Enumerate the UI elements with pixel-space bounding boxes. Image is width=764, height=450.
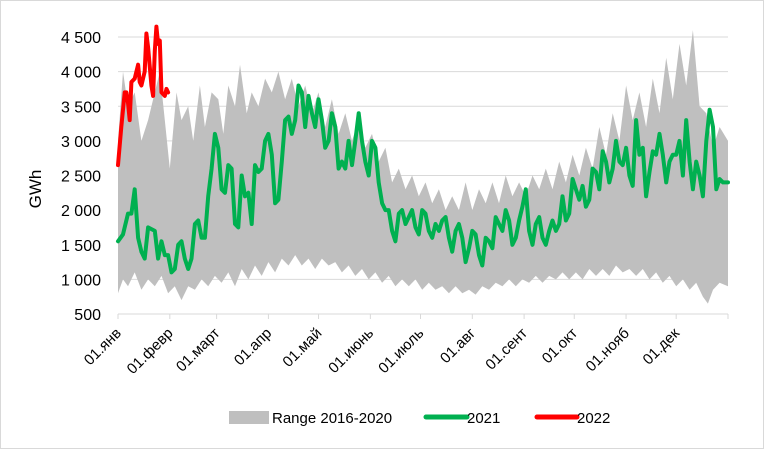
y-tick-label: 4 000 — [61, 65, 101, 82]
x-tick-label: 01.сент — [482, 325, 531, 374]
legend-label-2021: 2021 — [467, 410, 500, 427]
y-tick-label: 3 500 — [61, 99, 101, 116]
y-tick-label: 3 000 — [61, 134, 101, 151]
x-tick-label: 01.окт — [539, 325, 581, 367]
x-tick-label: 01.март — [173, 325, 224, 376]
x-tick-label: 01.янв — [81, 325, 125, 369]
x-tick-label: 01.авг — [437, 324, 480, 367]
y-tick-label: 1 000 — [61, 272, 101, 289]
series-line-2021 — [116, 83, 730, 275]
legend-label-range: Range 2016-2020 — [272, 410, 392, 427]
legend-label-2022: 2022 — [577, 410, 610, 427]
x-tick-label: 01.июнь — [325, 325, 377, 377]
x-tick-label: 01.апр — [231, 325, 275, 369]
y-tick-labels: 500 1 000 1 500 2 000 2 500 3 000 3 500 4 000 4 … — [61, 30, 101, 324]
legend: Range 2016-2020 2021 2022 — [229, 410, 610, 427]
y-tick-label: 2 000 — [61, 203, 101, 220]
range-2016-2020-area — [118, 30, 728, 304]
y-tick-label: 4 500 — [61, 30, 101, 47]
x-tick-label: 01.февр — [124, 325, 177, 378]
y-tick-label: 500 — [74, 307, 101, 324]
legend-swatch-range — [229, 411, 269, 424]
x-tick-label: 01.нояб — [583, 325, 633, 375]
x-tick-label: 01.дек — [640, 325, 684, 369]
x-tick-label: 01.май — [279, 325, 325, 371]
series-lines — [116, 24, 730, 275]
series-line-2022 — [116, 24, 171, 168]
x-tick-label: 01.июль — [375, 325, 427, 377]
y-tick-label: 2 500 — [61, 169, 101, 186]
y-axis-label: GWh — [26, 170, 45, 209]
y-tick-label: 1 500 — [61, 238, 101, 255]
